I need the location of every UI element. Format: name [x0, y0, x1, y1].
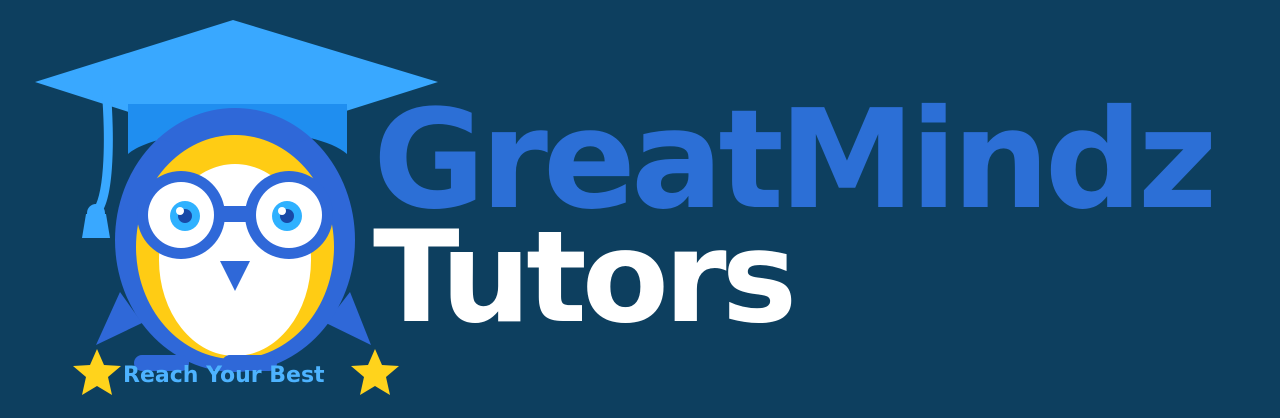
star-icon	[351, 349, 399, 395]
owl-eyes-icon	[137, 171, 333, 259]
tagline-text: Reach Your Best	[123, 363, 325, 388]
brand-name-secondary: Tutors	[373, 203, 797, 351]
star-icon	[73, 349, 121, 395]
brand-name: GreatMindz Tutors	[373, 0, 1273, 418]
owl-mascot-icon	[35, 20, 438, 372]
tagline: Reach Your Best	[71, 347, 401, 401]
owl-beak-icon	[220, 261, 250, 291]
brand-name-primary: GreatMindz	[373, 81, 1217, 240]
